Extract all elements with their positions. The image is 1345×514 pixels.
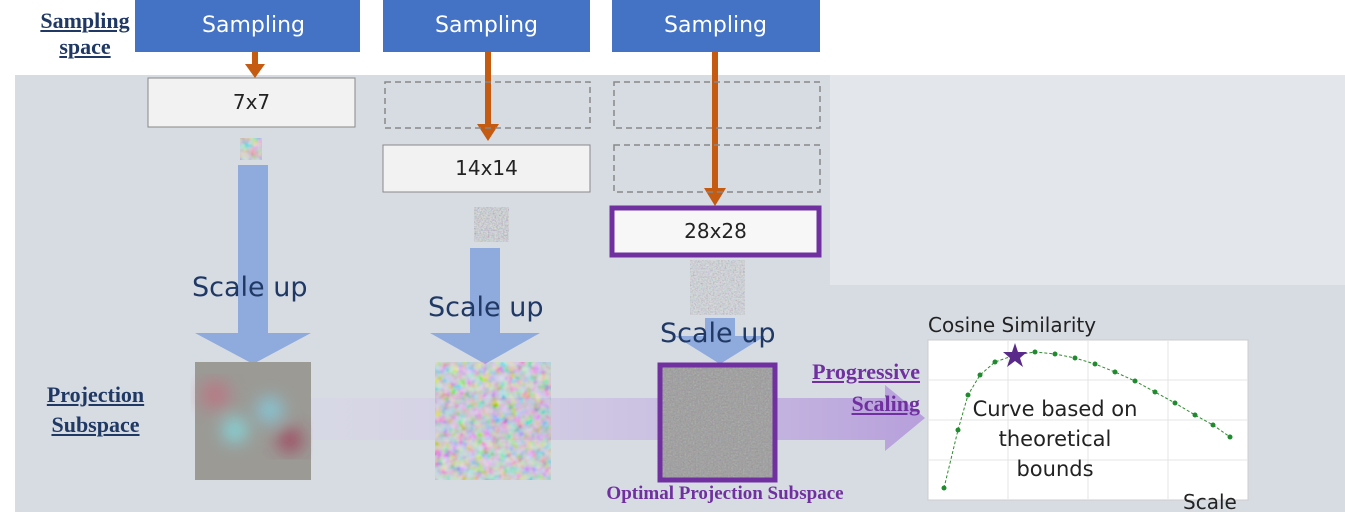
panel-light	[830, 75, 1345, 285]
scale-up-label: Scale up	[428, 292, 543, 323]
sampling-box: Sampling	[383, 0, 590, 52]
noise-small	[240, 138, 262, 160]
projection-subspace-label: Projection Subspace	[28, 380, 163, 440]
progressive-scaling-label: Progressive Scaling	[775, 356, 920, 420]
sampling-space-label: Sampling space	[30, 8, 140, 60]
sampling-box: Sampling	[612, 0, 819, 52]
plot-title: Cosine Similarity	[928, 313, 1096, 337]
sampling-box: Sampling	[150, 0, 357, 52]
optimal-label: Optimal Projection Subspace	[560, 483, 890, 505]
size-label: 14x14	[383, 145, 590, 192]
size-label: 28x28	[612, 208, 819, 255]
noise-small	[474, 207, 509, 242]
scale-up-label: Scale up	[660, 318, 775, 349]
page: Sampling space Projection Subspace Sampl…	[0, 0, 1345, 512]
diagram	[0, 0, 1345, 512]
projection-images	[195, 362, 775, 480]
scale-up-label: Scale up	[192, 272, 307, 303]
plot-annotation: Curve based on theoretical bounds	[970, 394, 1140, 484]
size-label: 7x7	[148, 78, 355, 127]
plot-x-label: Scale	[1183, 490, 1237, 514]
noise-small	[690, 260, 745, 315]
